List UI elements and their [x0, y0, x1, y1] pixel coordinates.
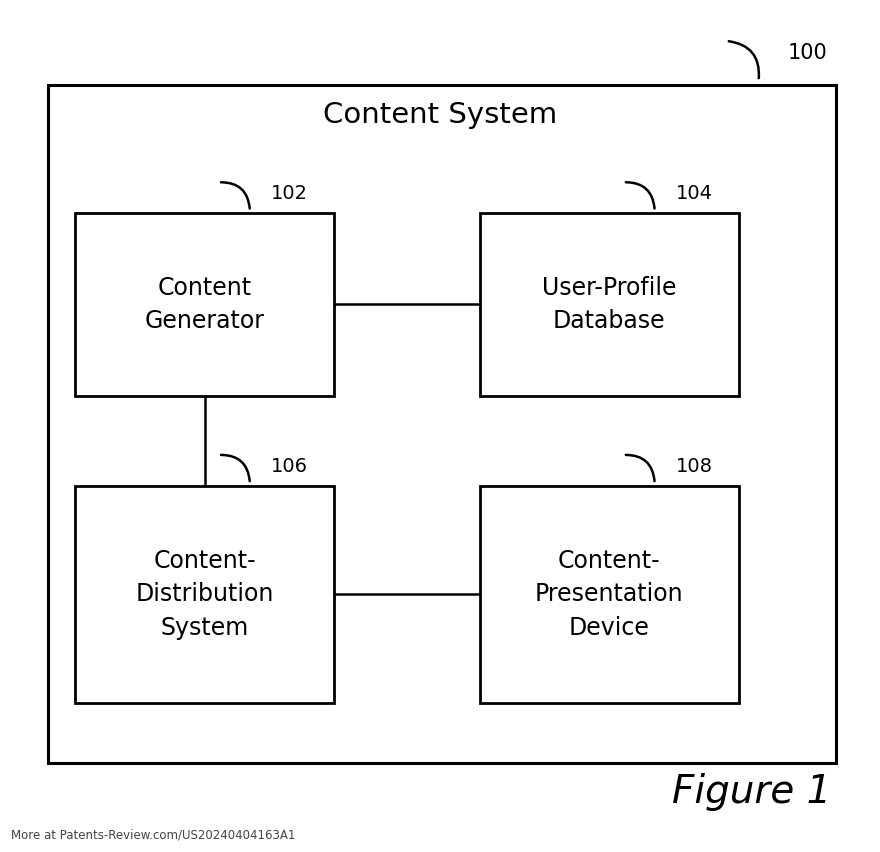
Text: Content
Generator: Content Generator	[144, 276, 265, 333]
Text: 102: 102	[271, 184, 308, 203]
Text: 104: 104	[676, 184, 713, 203]
Bar	[480, 486, 739, 703]
Text: Content-
Distribution
System: Content- Distribution System	[136, 549, 274, 640]
Text: 108: 108	[676, 457, 713, 475]
Text: Content-
Presentation
Device: Content- Presentation Device	[535, 549, 684, 640]
Text: User-Profile
Database: User-Profile Database	[542, 276, 677, 333]
Bar	[75, 486, 334, 703]
Bar	[75, 213, 334, 396]
Text: Content System: Content System	[323, 101, 557, 129]
Bar	[48, 85, 836, 763]
Text: Figure 1: Figure 1	[672, 773, 832, 811]
Text: 106: 106	[271, 457, 308, 475]
Text: More at Patents-Review.com/US20240404163A1: More at Patents-Review.com/US20240404163…	[11, 829, 295, 842]
Text: 100: 100	[788, 43, 827, 63]
Bar	[480, 213, 739, 396]
